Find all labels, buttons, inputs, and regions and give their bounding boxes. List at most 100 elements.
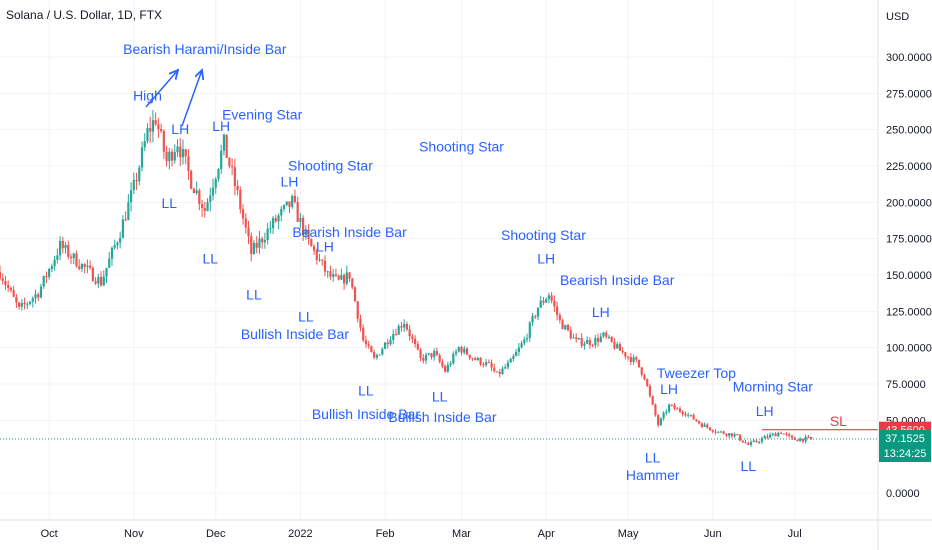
candle-body	[18, 302, 21, 307]
candle-body	[45, 275, 48, 277]
candle-body	[351, 278, 354, 288]
annotation-label: LL	[740, 458, 756, 474]
candle-body	[312, 246, 316, 251]
x-tick-label: Jul	[788, 528, 802, 540]
candle-body	[531, 316, 534, 323]
candle-body	[119, 237, 122, 243]
candle-body	[214, 179, 217, 188]
annotation-label: Tweezer Top	[657, 365, 736, 381]
candle-body	[484, 362, 488, 365]
arrow-line	[181, 70, 202, 127]
candle-body	[78, 266, 81, 269]
annotation-label: LL	[246, 287, 262, 303]
candle-body	[788, 434, 791, 436]
annotation-label: Bearish Inside Bar	[560, 272, 675, 288]
candle-body	[15, 296, 18, 303]
candle-body	[755, 440, 758, 442]
candle-body	[353, 287, 357, 302]
candle-body	[700, 423, 703, 427]
candle-body	[438, 355, 441, 362]
candle-body	[307, 229, 310, 240]
candle-body	[605, 332, 608, 337]
candle-body	[34, 294, 37, 299]
candle-body	[534, 316, 537, 318]
candle-body	[110, 247, 114, 259]
candle-body	[512, 356, 515, 359]
annotation-label: Bearish Inside Bar	[292, 224, 407, 240]
x-tick-label: Dec	[206, 528, 226, 540]
candle-body	[766, 436, 769, 438]
candle-body	[419, 349, 422, 358]
candle-body	[192, 188, 195, 194]
overlays	[0, 429, 878, 440]
candle-body	[545, 299, 548, 303]
x-tick-label: Feb	[376, 528, 395, 540]
candle-body	[801, 438, 804, 442]
candle-body	[206, 201, 209, 211]
annotation-label: SL	[830, 413, 847, 429]
x-tick-label: Mar	[452, 528, 471, 540]
candle-body	[58, 240, 62, 256]
candle-body	[651, 395, 654, 405]
candle-body	[454, 351, 458, 354]
candle-body	[64, 244, 67, 249]
x-tick-label: Oct	[41, 528, 58, 540]
candle-body	[97, 277, 100, 284]
candle-body	[452, 353, 455, 364]
candle-body	[127, 202, 130, 221]
candle-body	[779, 432, 783, 434]
candle-body	[280, 208, 283, 216]
candle-body	[154, 120, 157, 125]
candle-body	[725, 433, 728, 436]
candle-body	[758, 441, 761, 443]
candle-body	[793, 437, 796, 440]
candle-body	[637, 359, 641, 368]
candle-body	[498, 372, 501, 374]
candle-body	[659, 418, 662, 426]
x-tick-label: Apr	[538, 528, 555, 540]
candle-body	[763, 436, 766, 439]
candle-body	[296, 202, 299, 222]
candle-body	[654, 404, 657, 416]
candle-body	[670, 404, 673, 406]
candle-body	[383, 342, 387, 349]
candle-body	[433, 351, 436, 358]
annotation-label: LL	[645, 449, 661, 465]
candle-body	[326, 271, 329, 273]
candle-body	[583, 343, 586, 346]
candle-body	[250, 236, 253, 255]
candle-body	[72, 253, 75, 259]
candle-body	[367, 344, 370, 347]
candle-body	[444, 366, 447, 372]
candle-body	[181, 149, 185, 158]
candle-body	[217, 168, 220, 180]
annotations: High Bearish Harami/Inside Bar Evening Sta…	[123, 41, 847, 483]
candle-body	[730, 433, 733, 437]
candle-body	[471, 358, 474, 360]
candle-body	[291, 195, 294, 207]
candle-body	[222, 134, 226, 151]
candle-body	[708, 427, 712, 431]
candle-body	[785, 433, 788, 435]
candle-body	[465, 348, 469, 355]
candle-body	[687, 414, 690, 416]
candle-body	[547, 295, 551, 300]
candle-body	[244, 218, 247, 228]
candle-body	[624, 352, 627, 357]
candle-body	[607, 336, 611, 338]
annotation-label: LH	[212, 118, 230, 134]
candle-body	[23, 302, 26, 305]
candle-body	[736, 434, 739, 436]
candle-body	[616, 344, 619, 349]
y-tick-label: 250.0000	[886, 125, 932, 137]
y-tick-label: 75.0000	[886, 379, 926, 391]
candle-body	[165, 151, 168, 162]
candle-body	[271, 218, 275, 229]
annotation-label: Evening Star	[222, 106, 302, 122]
candle-body	[302, 217, 305, 235]
annotation-label: LH	[592, 304, 610, 320]
candle-body	[373, 352, 376, 358]
candle-body	[31, 298, 34, 302]
